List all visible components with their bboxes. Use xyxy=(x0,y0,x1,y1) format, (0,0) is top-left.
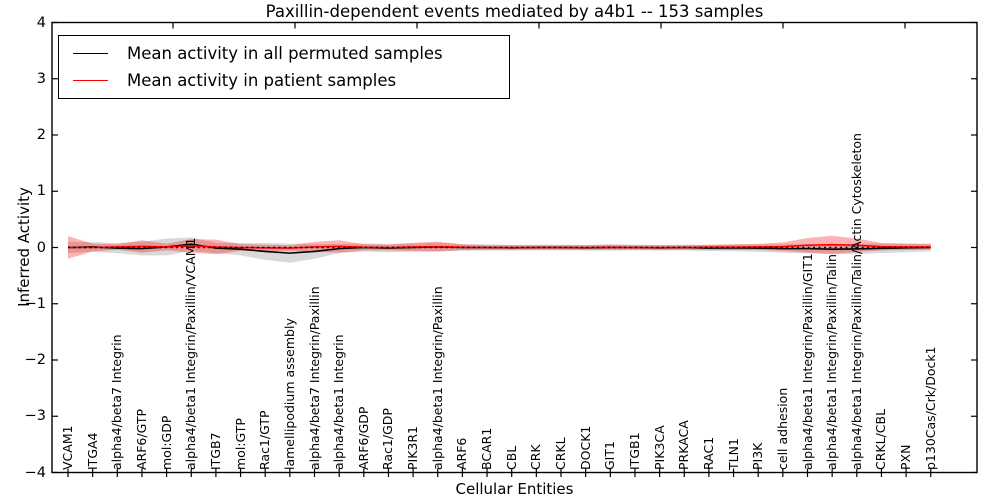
legend-item-patient-samples: Mean activity in patient samples xyxy=(59,71,509,90)
legend-item-permuted-samples: Mean activity in all permuted samples xyxy=(59,44,509,63)
x-tick-label: PRKACA xyxy=(676,420,692,470)
x-axis-title: Cellular Entities xyxy=(455,480,574,498)
y-tick-label: −4 xyxy=(24,464,46,481)
y-tick-label: −2 xyxy=(24,352,46,368)
x-tick-label: TLN1 xyxy=(725,438,741,470)
x-tick-label: GIT1 xyxy=(602,441,618,470)
x-tick-label: ITGB7 xyxy=(207,432,223,470)
x-tick-label: mol:GTP xyxy=(232,418,248,470)
x-tick-label: alpha4/beta7 Integrin xyxy=(109,334,125,470)
x-tick-label: CRKL/CBL xyxy=(873,408,889,470)
legend-label-patient-samples: Mean activity in patient samples xyxy=(127,71,397,90)
x-tick-label: PI3K xyxy=(750,442,766,470)
x-tick-label: ARF6/GTP xyxy=(133,408,149,470)
x-tick-label: alpha4/beta1 Integrin xyxy=(331,334,347,470)
x-tick-label: CRK xyxy=(528,444,544,470)
y-tick-label: 2 xyxy=(36,127,46,143)
x-tick-label: cell adhesion xyxy=(774,387,790,470)
x-tick-label: PIK3R1 xyxy=(405,425,421,470)
legend-line-sample-black xyxy=(73,53,108,54)
x-tick-label: BCAR1 xyxy=(479,427,495,470)
x-tick-label: RAC1 xyxy=(700,436,716,470)
x-tick-label: ITGB1 xyxy=(626,432,642,470)
legend: Mean activity in all permuted samples Me… xyxy=(58,35,510,99)
x-tick-label: Rac1/GTP xyxy=(257,410,273,470)
x-tick-label: p130Cas/Crk/Dock1 xyxy=(922,346,938,470)
x-tick-label: alpha4/beta1 Integrin/Paxillin/Talin xyxy=(824,254,840,470)
x-tick-label: PXN xyxy=(898,444,914,470)
x-tick-label: CBL xyxy=(503,445,519,470)
chart-title: Paxillin-dependent events mediated by a4… xyxy=(265,2,764,21)
x-tick-label: alpha4/beta1 Integrin/Paxillin/Talin/Act… xyxy=(848,133,864,470)
y-tick-label: 4 xyxy=(36,14,46,31)
x-tick-label: lamellipodium assembly xyxy=(281,318,297,470)
x-tick-label: ARF6/GDP xyxy=(355,406,371,470)
x-tick-label: VCAM1 xyxy=(60,425,75,470)
x-tick-label: ARF6 xyxy=(454,437,470,470)
x-tick-label: alpha4/beta1 Integrin/Paxillin xyxy=(429,286,445,470)
legend-label-permuted-samples: Mean activity in all permuted samples xyxy=(127,44,443,63)
x-tick-label: PIK3CA xyxy=(651,425,667,470)
legend-line-sample-red xyxy=(73,80,108,81)
y-tick-label: −3 xyxy=(24,408,46,425)
y-tick-label: 1 xyxy=(36,183,46,200)
x-tick-label: Rac1/GDP xyxy=(380,408,396,470)
y-tick-label: 3 xyxy=(36,70,46,87)
x-tick-label: DOCK1 xyxy=(577,425,593,470)
y-tick-label: −1 xyxy=(24,295,46,312)
x-tick-label: alpha4/beta1 Integrin/Paxillin/VCAM1 xyxy=(183,237,199,470)
x-tick-label: alpha4/beta7 Integrin/Paxillin xyxy=(306,286,322,470)
x-tick-label: mol:GDP xyxy=(158,415,174,470)
x-tick-label: CRKL xyxy=(553,437,568,470)
x-tick-label: alpha4/beta1 Integrin/Paxillin/GIT1 xyxy=(799,253,815,470)
y-tick-label: 0 xyxy=(36,239,46,256)
x-tick-label: ITGA4 xyxy=(84,432,100,470)
